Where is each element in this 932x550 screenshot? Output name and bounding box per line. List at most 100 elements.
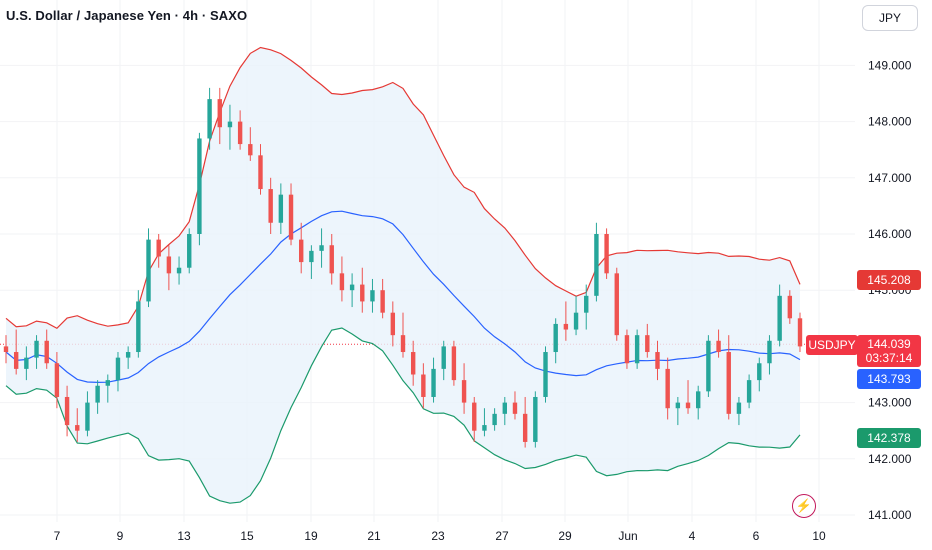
candle-body — [146, 239, 151, 302]
candle-body — [34, 340, 39, 358]
candle-body — [237, 121, 243, 145]
candle-body — [258, 155, 263, 190]
candle-body — [156, 239, 161, 257]
candle-body — [288, 194, 294, 240]
x-tick-label: 23 — [431, 529, 445, 543]
upper-band-value: 145.208 — [867, 273, 911, 287]
candle-body — [706, 340, 711, 392]
candle-body — [85, 402, 90, 431]
y-tick-label: 148.000 — [868, 115, 912, 129]
candle-body — [54, 363, 60, 397]
candle-body — [757, 363, 762, 381]
candle-body — [533, 396, 538, 442]
candle-body — [115, 357, 121, 381]
candle-body — [512, 402, 518, 414]
candlesticks — [3, 87, 803, 448]
candle-body — [125, 352, 131, 358]
price-axis[interactable]: 149.000148.000147.000146.000145.000143.0… — [868, 58, 912, 522]
bollinger-bands — [5, 46, 801, 504]
candle-body — [431, 368, 436, 397]
candle-body — [227, 121, 233, 128]
candle-body — [553, 323, 558, 353]
candle-body — [207, 99, 212, 139]
candle-body — [522, 413, 528, 442]
candle-body — [390, 312, 396, 336]
candle-body — [360, 284, 365, 302]
flash-icon[interactable]: ⚡ — [792, 494, 816, 518]
candle-body — [645, 335, 650, 353]
candle-body — [696, 391, 701, 409]
candle-body — [482, 425, 487, 431]
candle-body — [410, 352, 416, 375]
candle-body — [268, 189, 273, 223]
candle-body — [787, 295, 793, 319]
x-tick-label: 6 — [753, 529, 760, 543]
candle-body — [614, 273, 619, 336]
candle-body — [217, 99, 222, 128]
y-tick-label: 143.000 — [868, 396, 912, 410]
x-tick-label: 29 — [558, 529, 572, 543]
middle-band-value: 143.793 — [867, 372, 911, 386]
candle-body — [24, 357, 29, 369]
time-axis[interactable]: 7 9 13 15 19 21 23 27 29 Jun 4 6 10 — [54, 529, 826, 543]
candle-body — [44, 340, 49, 364]
y-tick-label: 146.000 — [868, 227, 912, 241]
candle-body — [187, 234, 192, 268]
candle-body — [594, 234, 599, 296]
candle-body — [563, 323, 569, 330]
candle-body — [248, 144, 253, 156]
upper-band-badge-bg — [857, 270, 921, 290]
candle-body — [472, 402, 477, 431]
candle-body — [105, 380, 110, 386]
y-tick-label: 142.000 — [868, 452, 912, 466]
candle-body — [339, 273, 345, 291]
candle-body — [604, 234, 609, 274]
candle-body — [746, 380, 752, 403]
x-tick-label: 27 — [495, 529, 509, 543]
lower-band-value: 142.378 — [867, 431, 911, 445]
candle-body — [278, 194, 284, 223]
current-price-bg — [857, 335, 921, 367]
candle-body — [400, 335, 406, 353]
candle-body — [370, 290, 375, 302]
x-tick-label: 13 — [177, 529, 191, 543]
candle-body — [3, 346, 9, 353]
lower-band-badge: 142.378 — [857, 428, 921, 448]
candle-body — [380, 290, 385, 313]
candle-body — [797, 318, 803, 347]
band-fill — [6, 47, 800, 504]
x-tick-label: 19 — [304, 529, 318, 543]
x-tick-label: Jun — [618, 529, 637, 543]
upper-band-badge: 145.208 — [857, 270, 921, 290]
candle-body — [716, 340, 721, 353]
x-tick-label: 9 — [117, 529, 124, 543]
symbol-label: USDJPY — [808, 338, 855, 352]
current-price-value: 144.039 — [867, 337, 911, 351]
x-tick-label: 15 — [240, 529, 254, 543]
candle-body — [421, 374, 426, 397]
candle-body — [675, 402, 681, 409]
lower-band-badge-bg — [857, 428, 921, 448]
currency-button[interactable]: JPY — [862, 5, 918, 31]
candle-body — [461, 380, 467, 403]
countdown-value: 03:37:14 — [866, 351, 913, 365]
candle-body — [75, 425, 80, 431]
candle-body — [176, 267, 182, 274]
candle-body — [767, 340, 772, 364]
x-tick-label: 7 — [54, 529, 61, 543]
candle-body — [655, 352, 660, 369]
chart-title: U.S. Dollar / Japanese Yen · 4h · SAXO — [6, 8, 248, 23]
candle-body — [634, 335, 640, 364]
candle-body — [349, 284, 355, 291]
candle-body — [543, 352, 548, 397]
candle-body — [309, 250, 314, 263]
candle-body — [13, 352, 19, 369]
candle-body — [777, 295, 782, 341]
middle-band-badge: 143.793 — [857, 369, 921, 389]
candle-body — [665, 368, 670, 409]
candle-body — [136, 301, 141, 353]
candle-body — [64, 396, 70, 426]
